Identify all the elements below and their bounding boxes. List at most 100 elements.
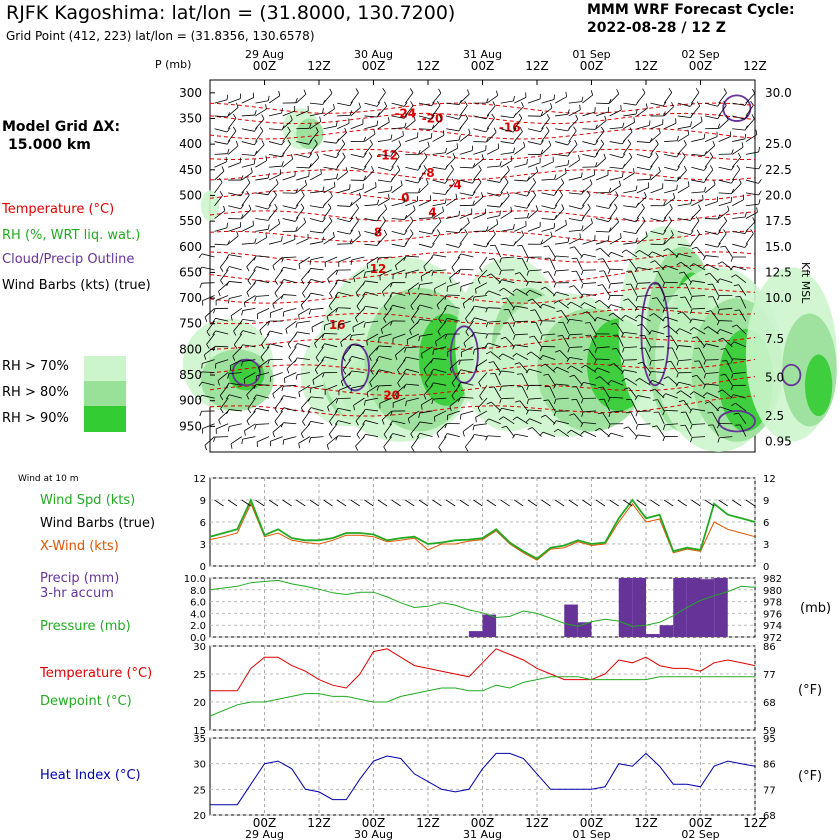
wind-barb xyxy=(255,192,269,196)
wind-barb-flag xyxy=(550,231,553,237)
wind-barb-flag xyxy=(703,166,708,171)
wind-barb xyxy=(584,430,597,437)
precip-panel-right-tick-label: 978 xyxy=(763,598,782,609)
wind-barb-flag xyxy=(444,294,448,300)
wind-barb xyxy=(554,208,565,219)
wind-barb xyxy=(272,295,283,305)
wind-barb xyxy=(528,397,542,400)
wind-barb-flag xyxy=(616,217,619,223)
wind-barb-flag xyxy=(407,418,410,424)
wind-barb xyxy=(541,218,555,220)
wind-barb xyxy=(214,182,223,194)
wind-barb-flag xyxy=(561,178,565,184)
wind-barb-flag xyxy=(267,320,271,326)
wind-barb-flag xyxy=(717,423,720,429)
wind-barb xyxy=(296,175,309,181)
wind-barb-flag xyxy=(219,190,223,196)
wind-barb xyxy=(302,410,311,422)
wind-barb xyxy=(623,172,635,181)
wind-barb-flag xyxy=(411,318,415,324)
isotherm-line xyxy=(209,102,756,114)
wind-panel-ytick-label: 9 xyxy=(200,496,206,507)
wind-barb-flag xyxy=(484,342,489,348)
wind-barb xyxy=(636,178,650,181)
wind-barb xyxy=(732,358,746,361)
wind-barb-flag xyxy=(464,113,469,119)
wind-barb-flag xyxy=(590,90,594,96)
wind-barb xyxy=(486,179,500,183)
wind-barb-flag xyxy=(329,88,333,94)
wind-barb-flag xyxy=(430,358,434,364)
wind-barb xyxy=(731,169,741,181)
wind-barb-flag xyxy=(609,363,615,366)
wind-barb xyxy=(704,136,718,142)
wind-barb-flag xyxy=(307,396,311,402)
wind-barb-flag xyxy=(717,123,721,129)
legend-rh80-swatch xyxy=(84,381,126,406)
wind-barb xyxy=(459,133,471,142)
wind-barb-flag xyxy=(514,362,520,365)
wind-barb xyxy=(487,307,501,309)
wind-barb-flag xyxy=(673,193,676,199)
wind-barb-flag xyxy=(348,356,353,361)
wind-barb-flag xyxy=(744,243,749,248)
wind-barb xyxy=(677,134,690,142)
wind-barb-flag xyxy=(618,180,621,186)
wind-barb-flag xyxy=(540,286,546,290)
wind-barb-flag xyxy=(369,382,373,387)
wind-barb-flag xyxy=(581,411,584,417)
precip-panel-right-tick-label: 976 xyxy=(763,609,782,620)
wind-barb xyxy=(609,207,618,219)
wind-barb-flag xyxy=(436,100,441,106)
wind-barb xyxy=(255,218,269,221)
wind-barb xyxy=(255,108,267,117)
wind-barb-flag xyxy=(356,305,361,311)
wind-barb-flag xyxy=(663,424,666,430)
wind-barb xyxy=(650,156,659,168)
wind-barb xyxy=(704,201,718,207)
wind-barb xyxy=(309,143,318,155)
wind-barb xyxy=(650,187,663,194)
wind-barb xyxy=(740,296,747,309)
wind-barb-flag xyxy=(634,267,639,272)
wind-barb xyxy=(610,304,624,309)
wind-barb xyxy=(230,308,243,317)
wind-barb-flag xyxy=(380,328,383,334)
wind-barb xyxy=(228,162,241,168)
wind-barb xyxy=(636,107,648,117)
precip-bar xyxy=(482,614,497,637)
wind-barb xyxy=(214,115,228,118)
wind-barb-flag xyxy=(382,216,386,221)
wind-barb-flag xyxy=(274,292,278,298)
precip-bar xyxy=(659,625,674,637)
wind-barb-flag xyxy=(294,204,299,210)
wind-panel-ytick-label: 6 xyxy=(200,518,206,529)
wind-barb-flag xyxy=(431,212,434,218)
wind-barb xyxy=(350,197,362,207)
wind-barb-flag xyxy=(254,110,257,116)
wind-barb xyxy=(475,282,488,290)
wind-barb xyxy=(298,384,311,393)
wind-barb-flag xyxy=(301,279,305,285)
pressure-tick-label: 500 xyxy=(179,188,202,202)
wind-barb xyxy=(486,95,498,104)
wind-barb xyxy=(406,368,420,373)
wind-barb-flag xyxy=(397,369,401,375)
wind-barb xyxy=(718,220,727,232)
wind-barb xyxy=(542,355,556,361)
wind-barb-flag xyxy=(219,395,224,401)
wind-barb-flag xyxy=(287,139,291,145)
wind-barb xyxy=(677,243,691,247)
wind-barb xyxy=(377,92,386,104)
wind-barb-flag xyxy=(611,322,617,325)
wind-barb-flag xyxy=(253,394,257,400)
wind-barb xyxy=(541,178,555,181)
wind-barb xyxy=(528,269,542,272)
wind-barb-flag xyxy=(553,255,557,261)
wind-barb-flag xyxy=(199,371,202,377)
wind-barb-flag xyxy=(442,130,445,136)
temp-panel-right-tick-label: 68 xyxy=(763,698,776,709)
wind-barb-flag xyxy=(307,421,312,426)
wind-barb-flag xyxy=(355,420,359,426)
wind-barb xyxy=(324,343,338,348)
